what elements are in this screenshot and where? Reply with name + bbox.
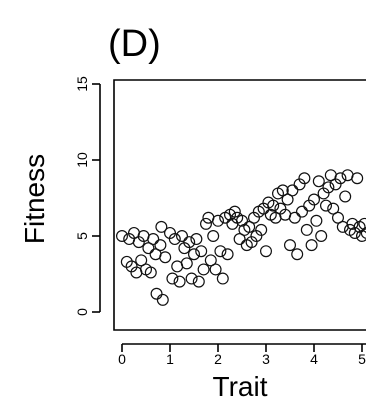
data-point [212, 214, 225, 227]
x-tick-label: 4 [310, 351, 318, 367]
data-point [168, 233, 181, 246]
data-point [233, 233, 246, 246]
data-point [154, 239, 167, 252]
data-point [308, 193, 321, 206]
panel-label: (D) [108, 23, 161, 65]
data-point [284, 239, 297, 252]
data-point [296, 205, 309, 218]
data-point [150, 287, 163, 300]
data-point [209, 263, 222, 276]
data-point [310, 214, 323, 227]
data-point [195, 245, 208, 258]
data-point [288, 211, 301, 224]
data-point [214, 245, 227, 258]
data-point [155, 220, 168, 233]
data-point [188, 248, 201, 261]
data-point [197, 263, 210, 276]
data-point [200, 217, 213, 230]
data-point [176, 230, 189, 243]
data-point [260, 245, 273, 258]
data-point [305, 239, 318, 252]
x-axis: 0 1 2 3 4 5 [118, 343, 366, 367]
data-point [173, 275, 186, 288]
data-point [192, 275, 205, 288]
x-tick-label: 1 [166, 351, 174, 367]
data-point [207, 230, 220, 243]
data-point [166, 272, 179, 285]
data-point [236, 214, 249, 227]
data-point [267, 199, 280, 212]
data-point [147, 233, 160, 246]
data-point [115, 230, 128, 243]
data-point [180, 257, 193, 270]
data-point [320, 199, 333, 212]
y-axis: 0 5 10 15 [74, 76, 101, 316]
y-tick-label: 0 [74, 308, 90, 316]
data-point [185, 272, 198, 285]
plot-frame [113, 79, 366, 331]
data-point [156, 293, 169, 306]
y-tick-label: 15 [74, 76, 90, 92]
data-point [298, 172, 311, 185]
x-tick-label: 5 [358, 351, 366, 367]
data-point [135, 254, 148, 267]
x-tick-label: 3 [262, 351, 270, 367]
data-point [281, 193, 294, 206]
data-point [221, 248, 234, 261]
data-point [332, 211, 345, 224]
data-point [300, 223, 313, 236]
y-axis-title: Fitness [19, 154, 50, 244]
data-point [159, 251, 172, 264]
x-axis-title: Trait [213, 371, 268, 402]
data-point [276, 184, 289, 197]
data-point [286, 184, 299, 197]
data-point [351, 172, 364, 185]
data-point [315, 230, 328, 243]
data-point [204, 254, 217, 267]
data-point [144, 266, 157, 279]
y-tick-label: 10 [74, 152, 90, 168]
data-point [255, 223, 268, 236]
data-point [360, 227, 366, 239]
data-point [183, 236, 196, 249]
data-point [358, 217, 366, 230]
x-tick-label: 2 [214, 351, 222, 367]
data-point [228, 205, 241, 218]
data-point [327, 202, 340, 215]
data-point [334, 172, 347, 185]
data-point [346, 217, 359, 230]
data-point [291, 248, 304, 261]
plot-border [113, 79, 366, 331]
data-point [312, 175, 325, 188]
data-point [339, 190, 352, 203]
x-tick-label: 0 [118, 351, 126, 367]
data-points [115, 169, 366, 306]
data-point [243, 220, 256, 233]
y-tick-label: 5 [74, 232, 90, 240]
data-point [142, 242, 155, 255]
data-point [216, 272, 229, 285]
data-point [190, 233, 203, 246]
data-point [322, 181, 335, 194]
